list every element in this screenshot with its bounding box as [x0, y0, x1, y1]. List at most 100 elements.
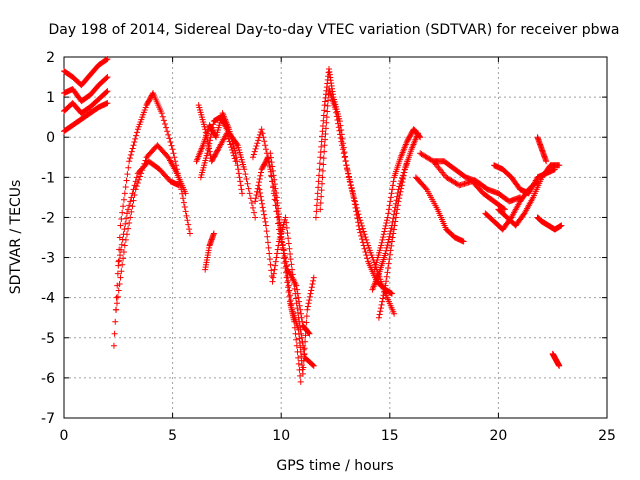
data-point: [115, 287, 122, 294]
data-point: [184, 217, 191, 224]
data-point: [385, 236, 392, 243]
data-point: [388, 290, 395, 297]
data-point: [125, 206, 132, 213]
data-point: [298, 334, 305, 341]
data-point: [113, 306, 120, 313]
series-arc-1: [110, 90, 193, 349]
data-point: [319, 128, 326, 135]
data-point: [268, 159, 275, 166]
data-point: [383, 273, 390, 280]
data-point: [335, 120, 342, 127]
chart-title: Day 198 of 2014, Sidereal Day-to-day VTE…: [48, 22, 619, 38]
data-point: [264, 239, 271, 246]
data-point: [280, 250, 287, 257]
data-point: [389, 218, 396, 225]
data-point: [258, 126, 265, 133]
data-point: [306, 297, 313, 304]
data-point: [273, 194, 280, 201]
data-point: [390, 226, 397, 233]
data-point: [112, 318, 119, 325]
x-tick-label: 25: [598, 428, 616, 444]
data-point: [255, 137, 262, 144]
data-point: [286, 245, 293, 252]
data-point: [257, 172, 264, 179]
data-point: [132, 135, 139, 142]
data-point: [202, 126, 209, 133]
data-point: [185, 221, 192, 228]
data-point: [160, 117, 167, 124]
data-point: [387, 198, 394, 205]
data-point: [119, 236, 126, 243]
data-point: [313, 202, 320, 209]
data-point: [167, 139, 174, 146]
data-point: [356, 226, 363, 233]
data-point: [292, 290, 299, 297]
data-point: [261, 138, 268, 145]
data-point: [389, 234, 396, 241]
data-point: [272, 258, 279, 265]
data-point: [319, 174, 326, 181]
data-point: [289, 266, 296, 273]
data-point: [111, 330, 118, 337]
data-point: [252, 214, 259, 221]
data-point: [460, 238, 467, 245]
data-point: [128, 208, 135, 215]
data-point: [296, 322, 303, 329]
data-point: [104, 100, 111, 107]
data-point: [297, 378, 304, 385]
data-point: [297, 372, 304, 379]
data-point: [397, 180, 404, 187]
data-point: [388, 190, 395, 197]
data-point: [384, 214, 391, 221]
series-arc-3: [115, 158, 183, 269]
data-point: [172, 158, 179, 165]
data-point: [324, 102, 331, 109]
data-point: [543, 158, 550, 165]
data-point: [348, 185, 355, 192]
data-point: [377, 308, 384, 315]
data-point: [381, 285, 388, 292]
data-point: [130, 186, 137, 193]
data-point: [279, 244, 286, 251]
data-point: [300, 346, 307, 353]
data-point: [358, 232, 365, 239]
data-point: [325, 97, 332, 104]
data-point: [300, 364, 307, 371]
data-point: [337, 135, 344, 142]
data-point: [386, 202, 393, 209]
data-point: [316, 160, 323, 167]
series-rise-15c: [369, 158, 411, 293]
data-point: [131, 139, 138, 146]
data-point: [385, 260, 392, 267]
data-point: [352, 198, 359, 205]
data-point: [358, 236, 365, 243]
data-point: [293, 336, 300, 343]
data-point: [121, 190, 128, 197]
data-point: [110, 342, 117, 349]
data-point: [299, 338, 306, 345]
data-point: [342, 158, 349, 165]
data-point: [358, 220, 365, 227]
y-tick-label: -4: [41, 291, 55, 307]
data-point: [501, 206, 508, 213]
data-point: [349, 188, 356, 195]
data-point: [204, 135, 211, 142]
series-tail-h: [534, 134, 550, 165]
data-point: [269, 163, 276, 170]
data-point: [103, 74, 110, 81]
data-point: [402, 163, 409, 170]
data-point: [236, 174, 243, 181]
data-point: [289, 271, 296, 278]
data-point: [403, 161, 410, 168]
series-tail-e: [491, 162, 558, 197]
data-point: [381, 228, 388, 235]
data-point: [351, 195, 358, 202]
data-point: [127, 155, 134, 162]
data-point: [362, 234, 369, 241]
data-point: [333, 113, 340, 120]
data-point: [320, 112, 327, 119]
data-point: [161, 120, 168, 127]
data-point: [307, 290, 314, 297]
data-point: [270, 270, 277, 277]
data-point: [317, 154, 324, 161]
